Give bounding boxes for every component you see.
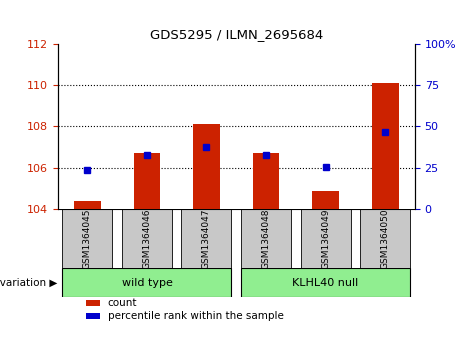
FancyBboxPatch shape xyxy=(301,209,350,268)
Text: percentile rank within the sample: percentile rank within the sample xyxy=(107,311,284,321)
FancyBboxPatch shape xyxy=(241,268,410,297)
Bar xyxy=(74,201,101,209)
Bar xyxy=(86,313,100,319)
Text: GSM1364048: GSM1364048 xyxy=(261,208,271,269)
Text: GSM1364050: GSM1364050 xyxy=(381,208,390,269)
Text: GSM1364047: GSM1364047 xyxy=(202,208,211,269)
Text: genotype/variation ▶: genotype/variation ▶ xyxy=(0,278,58,287)
FancyBboxPatch shape xyxy=(62,209,112,268)
Bar xyxy=(86,300,100,306)
Title: GDS5295 / ILMN_2695684: GDS5295 / ILMN_2695684 xyxy=(150,28,323,41)
FancyBboxPatch shape xyxy=(182,209,231,268)
Bar xyxy=(193,124,220,209)
Bar xyxy=(253,153,279,209)
Bar xyxy=(372,83,398,209)
Text: GSM1364049: GSM1364049 xyxy=(321,208,330,269)
FancyBboxPatch shape xyxy=(241,209,291,268)
Text: KLHL40 null: KLHL40 null xyxy=(292,278,359,287)
Text: wild type: wild type xyxy=(122,278,172,287)
Text: count: count xyxy=(107,298,137,308)
FancyBboxPatch shape xyxy=(122,209,172,268)
Bar xyxy=(134,153,160,209)
FancyBboxPatch shape xyxy=(62,268,231,297)
Text: GSM1364046: GSM1364046 xyxy=(142,208,152,269)
Bar xyxy=(312,191,339,209)
Text: GSM1364045: GSM1364045 xyxy=(83,208,92,269)
FancyBboxPatch shape xyxy=(360,209,410,268)
